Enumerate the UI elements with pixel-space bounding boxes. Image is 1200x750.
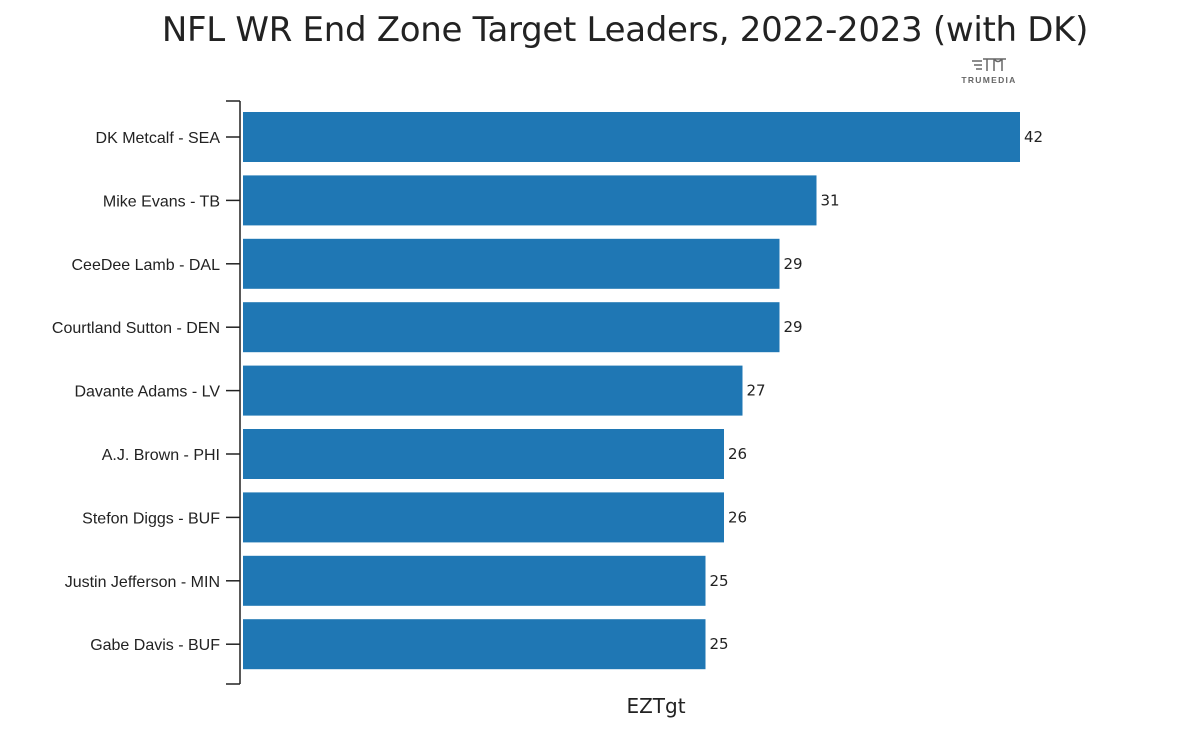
bar — [243, 429, 724, 479]
y-tick-label: Mike Evans - TB — [103, 193, 220, 210]
bar — [243, 112, 1020, 162]
bar-value-label: 25 — [710, 572, 729, 590]
bar — [243, 238, 780, 289]
y-tick-label: Justin Jefferson - MIN — [65, 574, 220, 591]
y-tick-label: Davante Adams - LV — [74, 384, 220, 401]
bar — [243, 175, 817, 226]
trumedia-logo-icon — [972, 58, 1006, 71]
bar-value-label: 25 — [710, 635, 729, 653]
bar-value-label: 29 — [784, 255, 803, 273]
bars — [243, 112, 1020, 670]
bar — [243, 302, 780, 353]
x-axis-title: EZTgt — [626, 694, 685, 718]
y-tick-label: A.J. Brown - PHI — [102, 447, 220, 464]
bar-value-label: 26 — [728, 445, 747, 463]
y-axis — [226, 100, 241, 685]
bar — [243, 492, 724, 543]
y-tick-label: Courtland Sutton - DEN — [52, 320, 220, 337]
bar — [243, 555, 706, 606]
bar-value-label: 31 — [821, 191, 840, 209]
bar — [243, 619, 706, 670]
bar — [243, 365, 743, 416]
y-tick-label: DK Metcalf - SEA — [96, 130, 221, 147]
y-tick-label: Stefon Diggs - BUF — [82, 510, 220, 527]
bar-value-label: 26 — [728, 508, 747, 526]
y-tick-label: Gabe Davis - BUF — [90, 637, 220, 654]
y-tick-label: CeeDee Lamb - DAL — [71, 257, 220, 274]
labels: DK Metcalf - SEA 42 Mike Evans - TB 31 CeeDe… — [52, 128, 1043, 654]
bar-value-label: 27 — [747, 382, 766, 400]
chart-title: NFL WR End Zone Target Leaders, 2022-202… — [161, 10, 1089, 50]
trumedia-logo: TRUMEDIA — [952, 56, 1026, 86]
bar-value-label: 29 — [784, 318, 803, 336]
trumedia-logo-text: TRUMEDIA — [961, 75, 1017, 85]
bar-value-label: 42 — [1024, 128, 1043, 146]
